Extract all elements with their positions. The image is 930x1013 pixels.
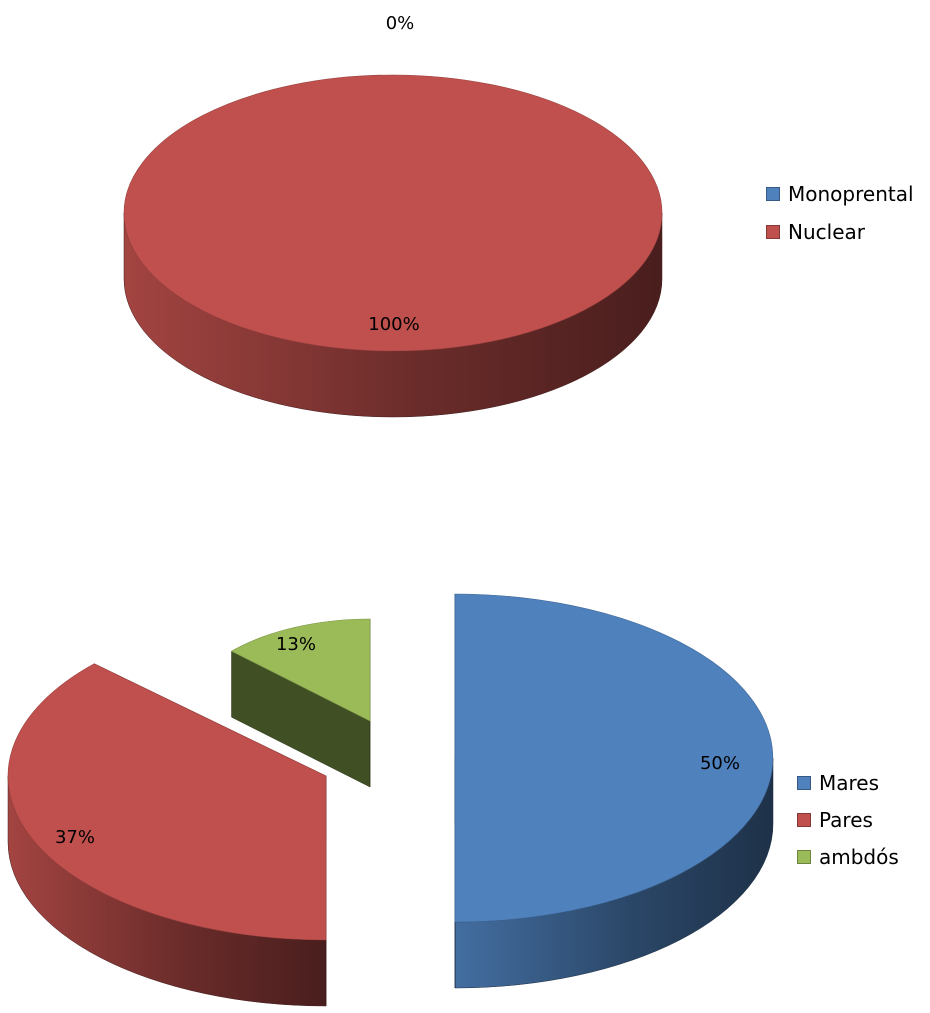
- legend-item-mares: Mares: [797, 764, 899, 801]
- pie-slice-mares: [454, 593, 774, 989]
- legend-label-pares: Pares: [819, 807, 873, 832]
- legend-swatch-nuclear: [766, 225, 780, 239]
- pie-slice-ambdos: [230, 618, 371, 788]
- legend-item-ambdos: ambdós: [797, 838, 899, 875]
- legend-swatch-monoprental: [766, 187, 780, 201]
- legend-item-pares: Pares: [797, 801, 899, 838]
- pie-slice-pares: [7, 663, 327, 1007]
- data-label-mares: 50%: [700, 753, 740, 774]
- legend-family-type: Monoprental Nuclear: [766, 175, 914, 251]
- legend-label-mares: Mares: [819, 770, 880, 795]
- legend-label-ambdos: ambdós: [819, 844, 899, 869]
- legend-swatch-ambdos: [797, 849, 811, 864]
- pie-chart-family-type: 0% 100%: [123, 13, 663, 418]
- pie-slice-nuclear: [123, 74, 663, 418]
- legend-label-monoprental: Monoprental: [788, 182, 914, 206]
- legend-label-nuclear: Nuclear: [788, 220, 865, 244]
- legend-parents: Mares Pares ambdós: [797, 764, 899, 875]
- data-label-nuclear: 100%: [368, 314, 419, 335]
- chart-parents: 50% 37% 13% Mares Pares ambdós: [0, 560, 930, 1013]
- legend-item-monoprental: Monoprental: [766, 175, 914, 213]
- pie-chart-parents: 50% 37% 13%: [7, 593, 774, 1007]
- data-label-pares: 37%: [55, 827, 95, 848]
- data-label-monoprental: 0%: [386, 13, 415, 34]
- chart-family-type: 0% 100% Monoprental Nuclear: [0, 0, 930, 460]
- legend-swatch-mares: [797, 775, 811, 790]
- legend-swatch-pares: [797, 812, 811, 827]
- legend-item-nuclear: Nuclear: [766, 213, 914, 251]
- data-label-ambdos: 13%: [276, 634, 316, 655]
